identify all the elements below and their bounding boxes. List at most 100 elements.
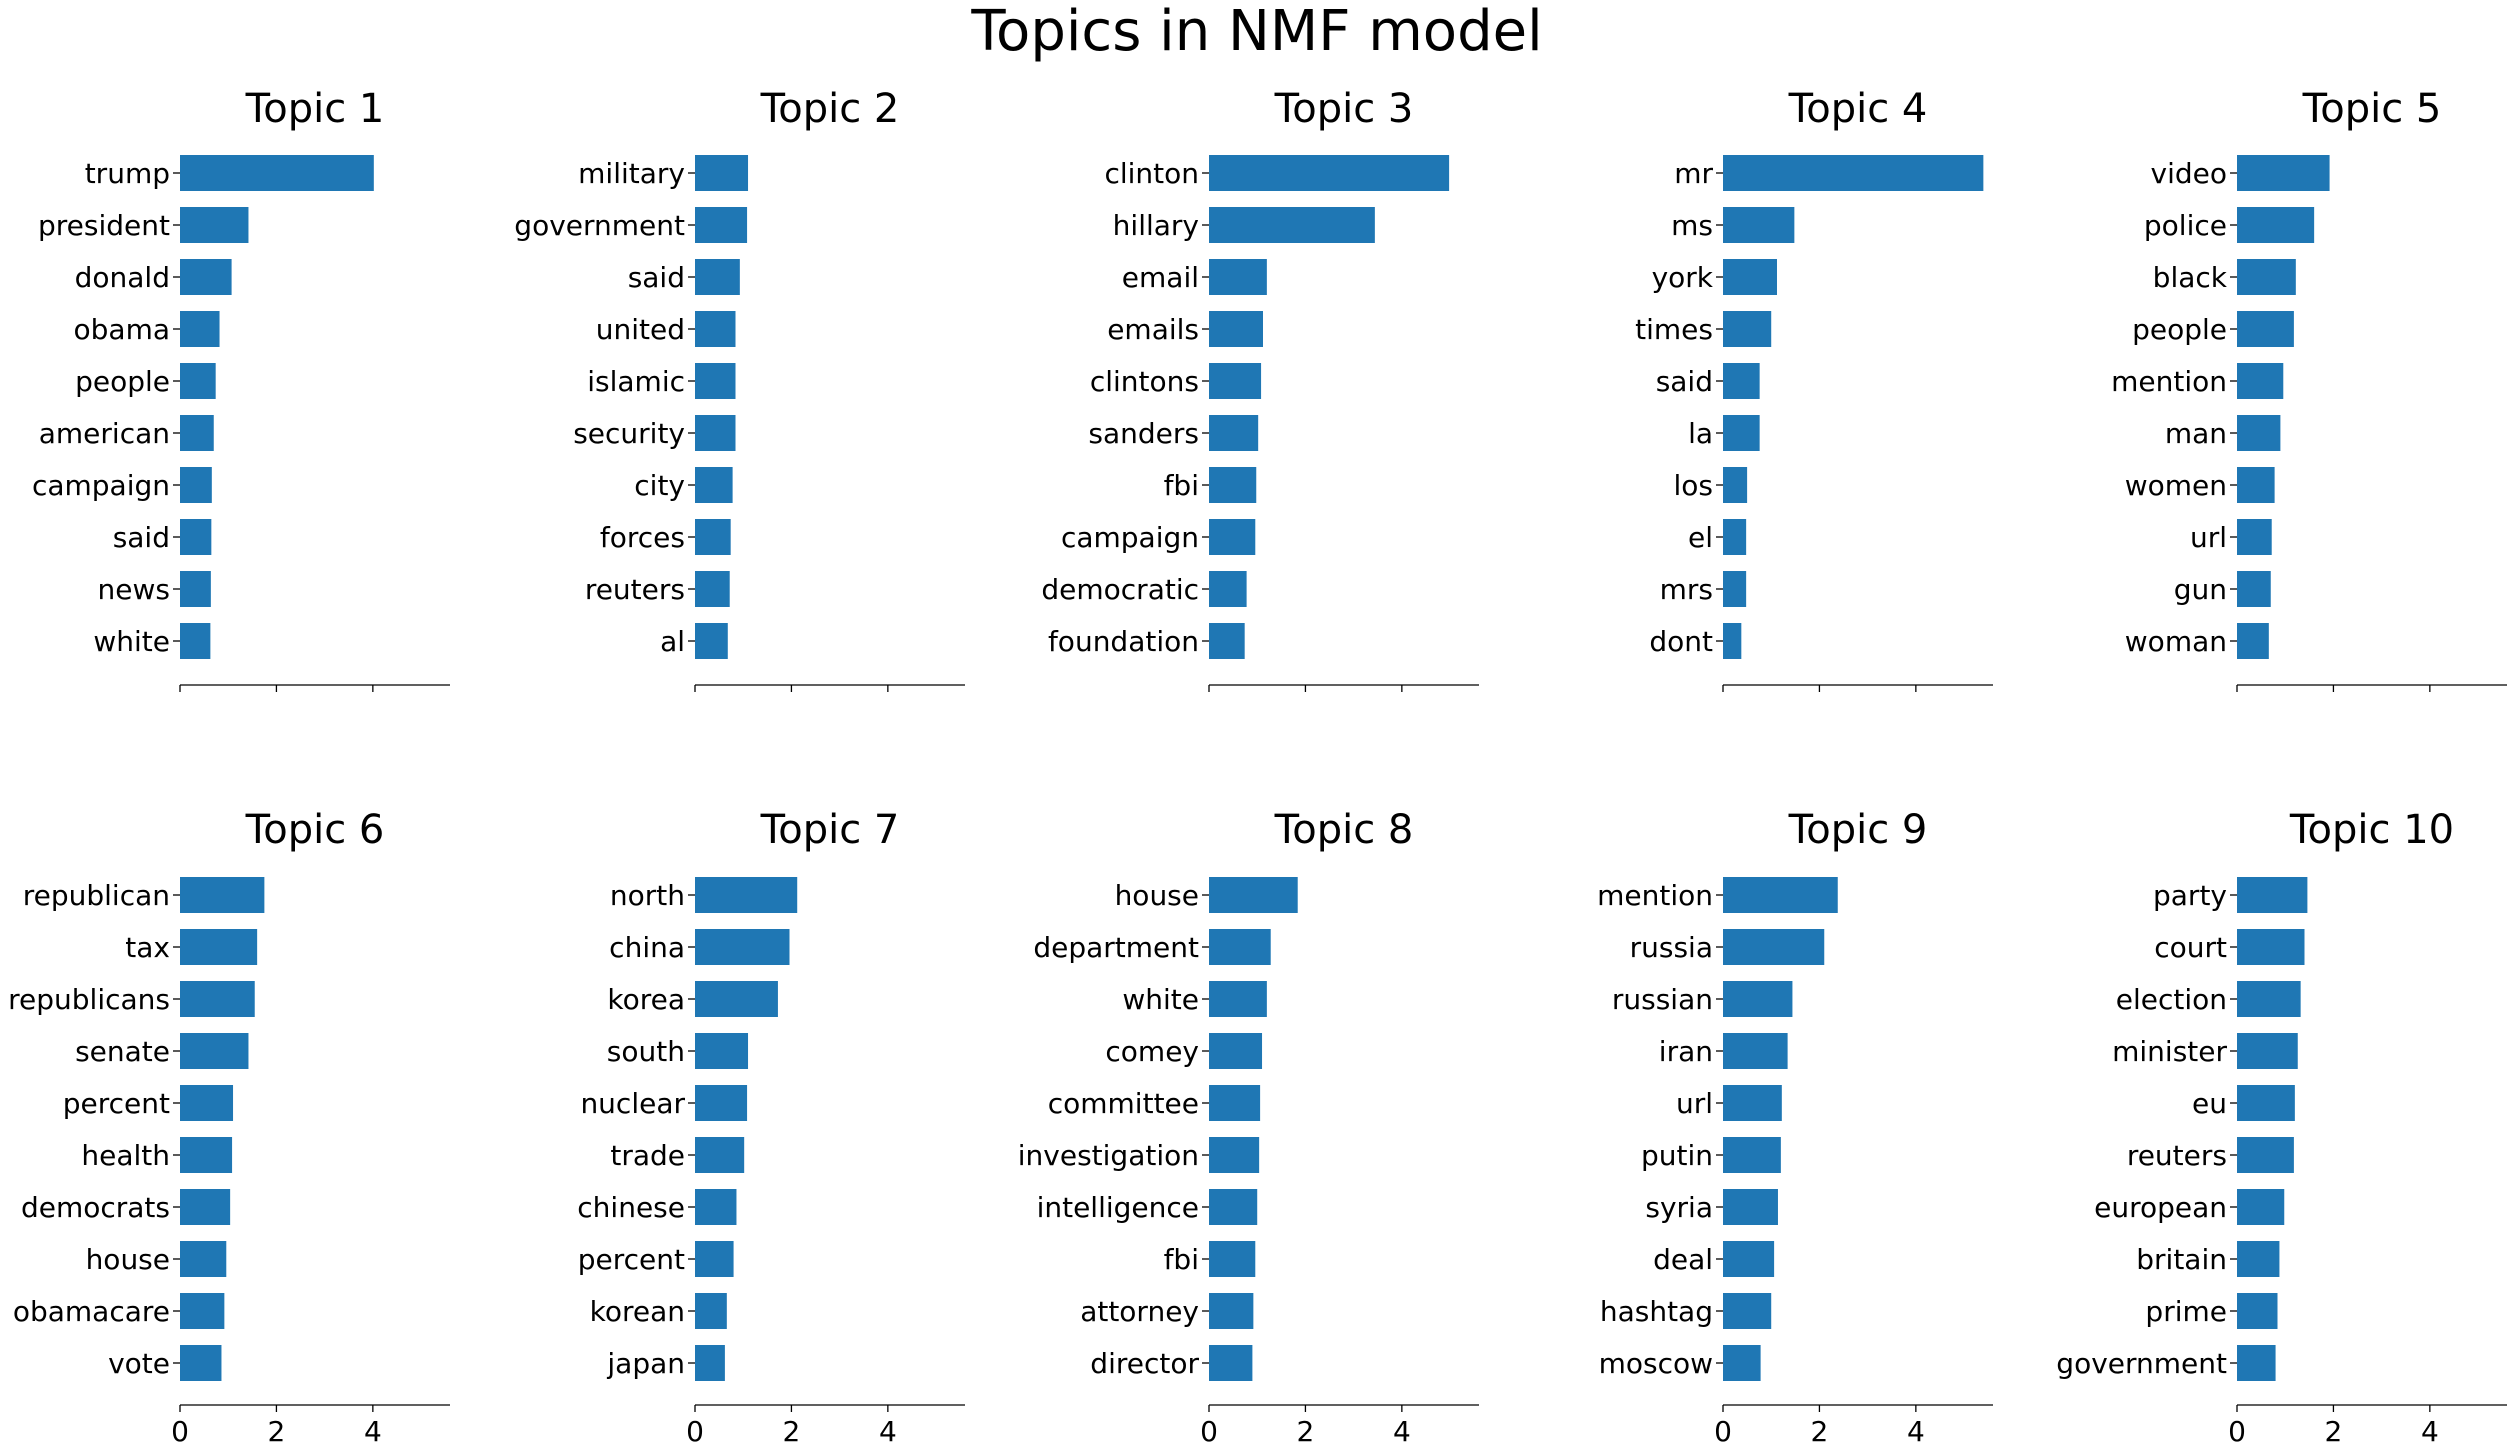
bar: [180, 1189, 231, 1225]
category-label: white: [93, 625, 170, 658]
category-label: al: [660, 625, 685, 658]
bar: [1209, 519, 1256, 555]
category-label: obamacare: [13, 1295, 170, 1328]
category-label: intelligence: [1037, 1191, 1199, 1224]
category-label: republican: [23, 879, 170, 912]
category-label: reuters: [585, 573, 685, 606]
bar: [180, 1085, 234, 1121]
category-label: tax: [125, 931, 170, 964]
bar: [1723, 467, 1748, 503]
category-label: nuclear: [580, 1087, 685, 1120]
bar: [695, 1033, 749, 1069]
bar: [180, 929, 258, 965]
bar: [180, 1293, 225, 1329]
x-tick-label: 0: [686, 1415, 704, 1448]
category-label: dont: [1649, 625, 1713, 658]
category-label: fbi: [1164, 469, 1199, 502]
bar: [180, 415, 214, 451]
bar: [695, 259, 740, 295]
bar: [1209, 207, 1375, 243]
category-label: york: [1652, 261, 1714, 294]
category-label: japan: [606, 1347, 685, 1380]
category-label: islamic: [587, 365, 685, 398]
category-label: police: [2144, 209, 2227, 242]
bar: [180, 155, 374, 191]
panel-title: Topic 2: [760, 86, 900, 132]
bar: [1209, 311, 1263, 347]
bar: [2237, 155, 2330, 191]
bar: [180, 207, 249, 243]
category-label: china: [609, 931, 685, 964]
bar: [2237, 623, 2269, 659]
bar: [1209, 1189, 1258, 1225]
bar: [1723, 1241, 1775, 1277]
category-label: los: [1674, 469, 1714, 502]
bar: [1209, 1241, 1256, 1277]
category-label: deal: [1653, 1243, 1713, 1276]
category-label: gun: [2174, 573, 2227, 606]
bar: [2237, 363, 2284, 399]
category-label: white: [1122, 983, 1199, 1016]
panel-title: Topic 1: [245, 86, 385, 132]
category-label: reuters: [2127, 1139, 2227, 1172]
category-label: north: [610, 879, 685, 912]
category-label: trump: [85, 157, 170, 190]
x-tick-label: 0: [2228, 1415, 2246, 1448]
category-label: percent: [63, 1087, 170, 1120]
bar: [1723, 571, 1747, 607]
category-label: people: [75, 365, 170, 398]
category-label: said: [1656, 365, 1713, 398]
category-label: mrs: [1660, 573, 1713, 606]
category-label: black: [2153, 261, 2228, 294]
bar: [695, 155, 749, 191]
bar: [2237, 207, 2315, 243]
topic-panel: Topic 8 house department white comey committe…: [1018, 807, 1479, 1448]
category-label: url: [1676, 1087, 1713, 1120]
topic-panel: Topic 10 party court election minister eu reut…: [2056, 807, 2507, 1448]
category-label: eu: [2192, 1087, 2227, 1120]
bar: [2237, 1137, 2294, 1173]
x-tick-label: 4: [2421, 1415, 2439, 1448]
topic-panel: Topic 3 clinton hillary email emails clintons…: [1041, 86, 1479, 692]
x-tick-label: 2: [783, 1415, 801, 1448]
category-label: said: [628, 261, 685, 294]
bar: [695, 311, 736, 347]
bar: [1723, 1033, 1788, 1069]
category-label: hashtag: [1600, 1295, 1713, 1328]
bar: [695, 1137, 745, 1173]
x-tick-label: 2: [268, 1415, 286, 1448]
category-label: putin: [1641, 1139, 1713, 1172]
category-label: committee: [1048, 1087, 1199, 1120]
bar: [180, 519, 212, 555]
panel-title: Topic 4: [1788, 86, 1928, 132]
bar: [1209, 1085, 1261, 1121]
bar: [180, 981, 255, 1017]
category-label: city: [634, 469, 685, 502]
bar: [2237, 929, 2305, 965]
bar: [1723, 363, 1760, 399]
chart-panels: Topic 1 trump president donald obama people am…: [8, 86, 2507, 1448]
bar: [695, 981, 778, 1017]
category-label: forces: [600, 521, 685, 554]
bar: [1209, 155, 1450, 191]
bar: [2237, 415, 2281, 451]
category-label: iran: [1659, 1035, 1713, 1068]
bar: [2237, 877, 2308, 913]
bar: [180, 311, 220, 347]
bar: [1209, 929, 1271, 965]
bar: [695, 929, 790, 965]
category-label: clintons: [1090, 365, 1199, 398]
category-label: news: [98, 573, 170, 606]
bar: [695, 1345, 725, 1381]
category-label: military: [578, 157, 685, 190]
category-label: united: [596, 313, 685, 346]
category-label: russia: [1630, 931, 1713, 964]
bar: [1209, 467, 1257, 503]
bar: [2237, 571, 2271, 607]
x-tick-label: 4: [879, 1415, 897, 1448]
category-label: times: [1635, 313, 1713, 346]
x-tick-label: 0: [1714, 1415, 1732, 1448]
category-label: la: [1688, 417, 1713, 450]
category-label: chinese: [577, 1191, 685, 1224]
